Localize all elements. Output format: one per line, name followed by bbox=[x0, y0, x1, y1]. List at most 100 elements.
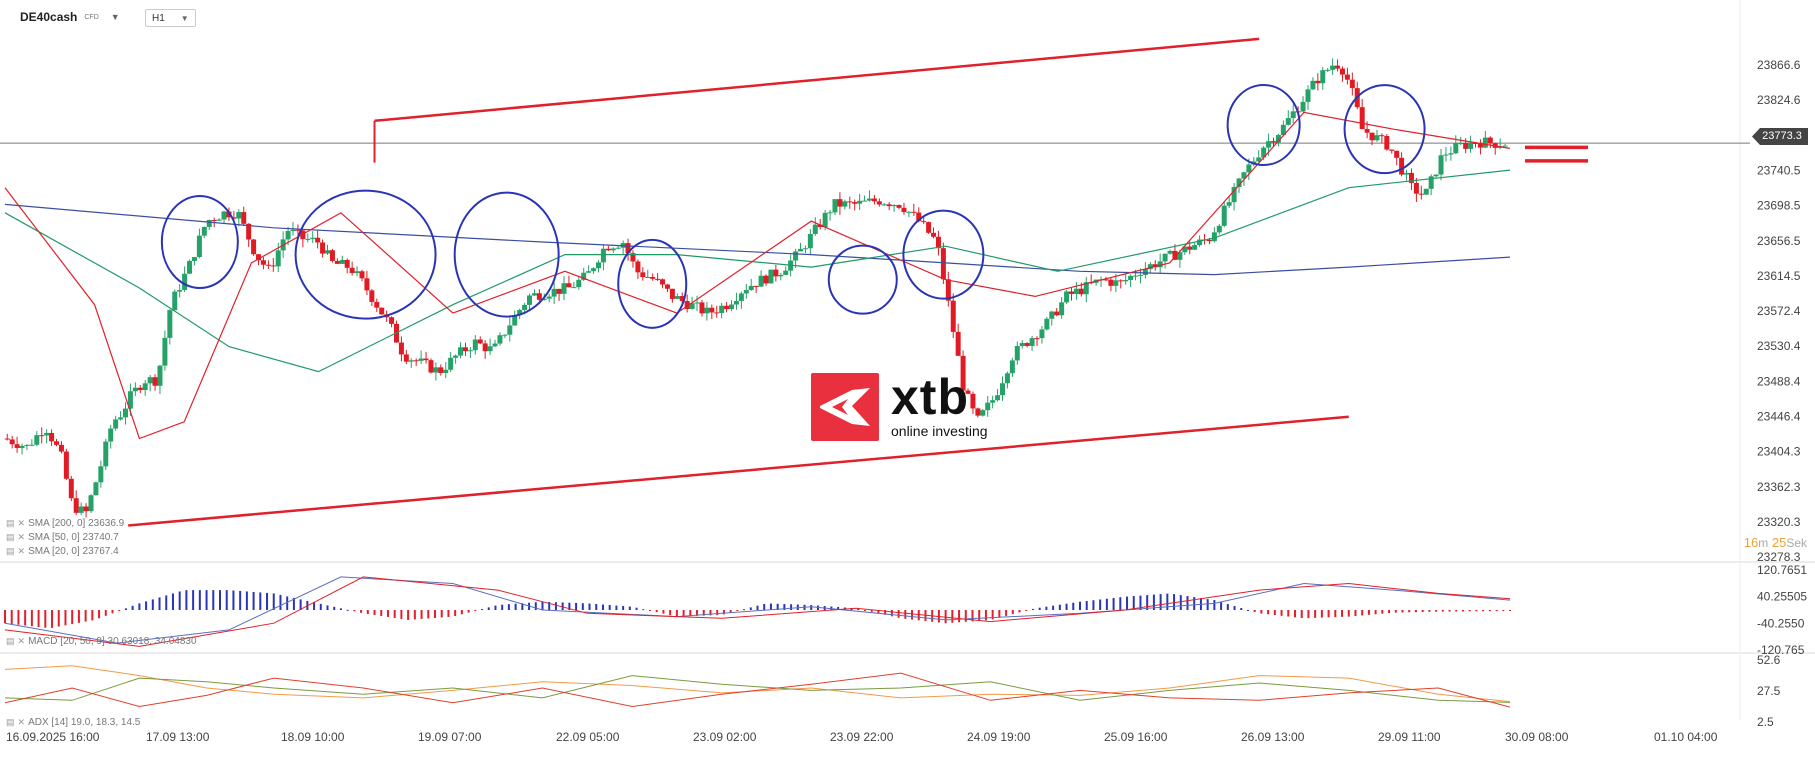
adx-pane[interactable] bbox=[4, 665, 1511, 708]
macd-histogram-bar bbox=[998, 610, 1001, 618]
timeframe-selector[interactable]: H1 ▼ bbox=[145, 9, 196, 27]
candle-body bbox=[1413, 182, 1419, 194]
macd-histogram-bar bbox=[1468, 610, 1471, 612]
macd-histogram-bar bbox=[1072, 602, 1075, 610]
macd-histogram-bar bbox=[1079, 601, 1081, 610]
close-icon[interactable]: ✕ bbox=[17, 636, 26, 646]
macd-pane[interactable] bbox=[4, 576, 1511, 647]
macd-histogram-bar bbox=[467, 610, 470, 613]
candle-body bbox=[246, 223, 252, 240]
candle-body bbox=[536, 293, 542, 300]
price-pane[interactable] bbox=[0, 37, 1750, 527]
candle-body bbox=[1468, 143, 1474, 149]
candle-body bbox=[1256, 157, 1262, 162]
macd-histogram-bar bbox=[642, 609, 645, 611]
candle-body bbox=[1197, 239, 1203, 246]
x-tick-label: 16.09.2025 16:00 bbox=[6, 730, 100, 744]
candle-body bbox=[1123, 280, 1129, 282]
macd-histogram-bar bbox=[353, 610, 356, 612]
close-icon[interactable]: ✕ bbox=[17, 546, 26, 556]
candle-body bbox=[14, 444, 20, 448]
macd-histogram-bar bbox=[407, 610, 410, 620]
macd-histogram-bar bbox=[1045, 606, 1048, 610]
candle-body bbox=[832, 199, 838, 213]
candle-body bbox=[196, 235, 202, 258]
candle-body bbox=[724, 305, 730, 310]
macd-histogram-bar bbox=[1354, 610, 1357, 617]
candle-body bbox=[955, 331, 961, 356]
candle-body bbox=[719, 305, 725, 313]
candle-body bbox=[167, 310, 173, 338]
sma200-label[interactable]: ▤ ✕ SMA [200, 0] 23636.9 bbox=[6, 518, 125, 529]
candle-body bbox=[226, 211, 232, 218]
price-axis: 23866.6 23824.6 23740.5 23698.5 23656.5 23614… bbox=[1757, 58, 1807, 729]
candle-body bbox=[1211, 232, 1217, 242]
candle-body bbox=[862, 200, 868, 202]
macd-histogram-bar bbox=[1260, 610, 1263, 614]
macd-histogram-bar bbox=[1287, 610, 1290, 617]
candle-body bbox=[586, 271, 592, 273]
adx-label[interactable]: ▤ ✕ ADX [14] 19.0, 18.3, 14.5 bbox=[6, 717, 141, 728]
macd-histogram-bar bbox=[1126, 596, 1129, 610]
macd-histogram-bar bbox=[178, 591, 181, 610]
candle-body bbox=[448, 357, 454, 370]
candle-body bbox=[980, 410, 986, 416]
macd-histogram-bar bbox=[837, 607, 840, 611]
candle-body bbox=[236, 212, 242, 219]
macd-histogram-bar bbox=[1011, 610, 1014, 615]
candle-body bbox=[837, 199, 843, 207]
close-icon[interactable]: ✕ bbox=[17, 518, 26, 528]
y-tick-label: 23866.6 bbox=[1757, 58, 1801, 72]
candle-body bbox=[1226, 202, 1232, 206]
candle-body bbox=[1374, 135, 1380, 141]
macd-histogram-bar bbox=[608, 605, 611, 610]
macd-histogram-bar bbox=[252, 591, 255, 610]
highlight-circle bbox=[160, 195, 239, 290]
candle-body bbox=[1453, 143, 1459, 154]
sma20-label[interactable]: ▤ ✕ SMA [20, 0] 23767.4 bbox=[6, 546, 119, 557]
candle-body bbox=[556, 288, 562, 294]
settings-icon[interactable]: ▤ bbox=[6, 546, 15, 556]
sma50-label[interactable]: ▤ ✕ SMA [50, 0] 23740.7 bbox=[6, 532, 119, 543]
macd-histogram-bar bbox=[1119, 597, 1122, 610]
macd-histogram-bar bbox=[870, 610, 873, 612]
candle-body bbox=[699, 302, 705, 314]
macd-label[interactable]: ▤ ✕ MACD [20, 50, 9] 30.63018, 34.04830 bbox=[6, 636, 197, 647]
macd-histogram-bar bbox=[1139, 595, 1142, 610]
macd-histogram-bar bbox=[743, 609, 746, 611]
macd-histogram-bar bbox=[1179, 595, 1182, 610]
candle-body bbox=[906, 211, 912, 213]
macd-histogram-bar bbox=[1367, 610, 1370, 615]
candle-body bbox=[1014, 346, 1020, 361]
candle-body bbox=[172, 291, 178, 311]
settings-icon[interactable]: ▤ bbox=[6, 532, 15, 542]
candle-body bbox=[852, 202, 858, 204]
settings-icon[interactable]: ▤ bbox=[6, 518, 15, 528]
candle-body bbox=[793, 251, 799, 261]
candle-body bbox=[398, 342, 404, 355]
candle-body bbox=[4, 438, 10, 440]
candle-body bbox=[187, 260, 193, 274]
settings-icon[interactable]: ▤ bbox=[6, 636, 15, 646]
candle-body bbox=[729, 304, 735, 310]
candle-body bbox=[39, 435, 45, 437]
candle-body bbox=[1118, 280, 1124, 282]
macd-histogram-bar bbox=[790, 604, 793, 610]
candle-body bbox=[625, 243, 631, 254]
macd-histogram-bar bbox=[225, 590, 228, 610]
highlight-circle bbox=[827, 244, 898, 315]
candle-body bbox=[679, 296, 685, 302]
settings-icon[interactable]: ▤ bbox=[6, 717, 15, 727]
symbol-selector[interactable]: DE40cash CFD ▼ bbox=[20, 10, 120, 24]
close-icon[interactable]: ✕ bbox=[17, 717, 26, 727]
close-icon[interactable]: ✕ bbox=[17, 532, 26, 542]
macd-histogram-bar bbox=[944, 610, 947, 624]
macd-histogram-bar bbox=[474, 610, 477, 611]
x-tick-label: 23.09 22:00 bbox=[830, 730, 894, 744]
adx-tick-label: 52.6 bbox=[1757, 653, 1781, 667]
macd-histogram-bar bbox=[205, 590, 208, 610]
macd-histogram-bar bbox=[783, 604, 786, 610]
candle-body bbox=[1246, 164, 1252, 173]
macd-histogram-bar bbox=[1253, 610, 1256, 612]
